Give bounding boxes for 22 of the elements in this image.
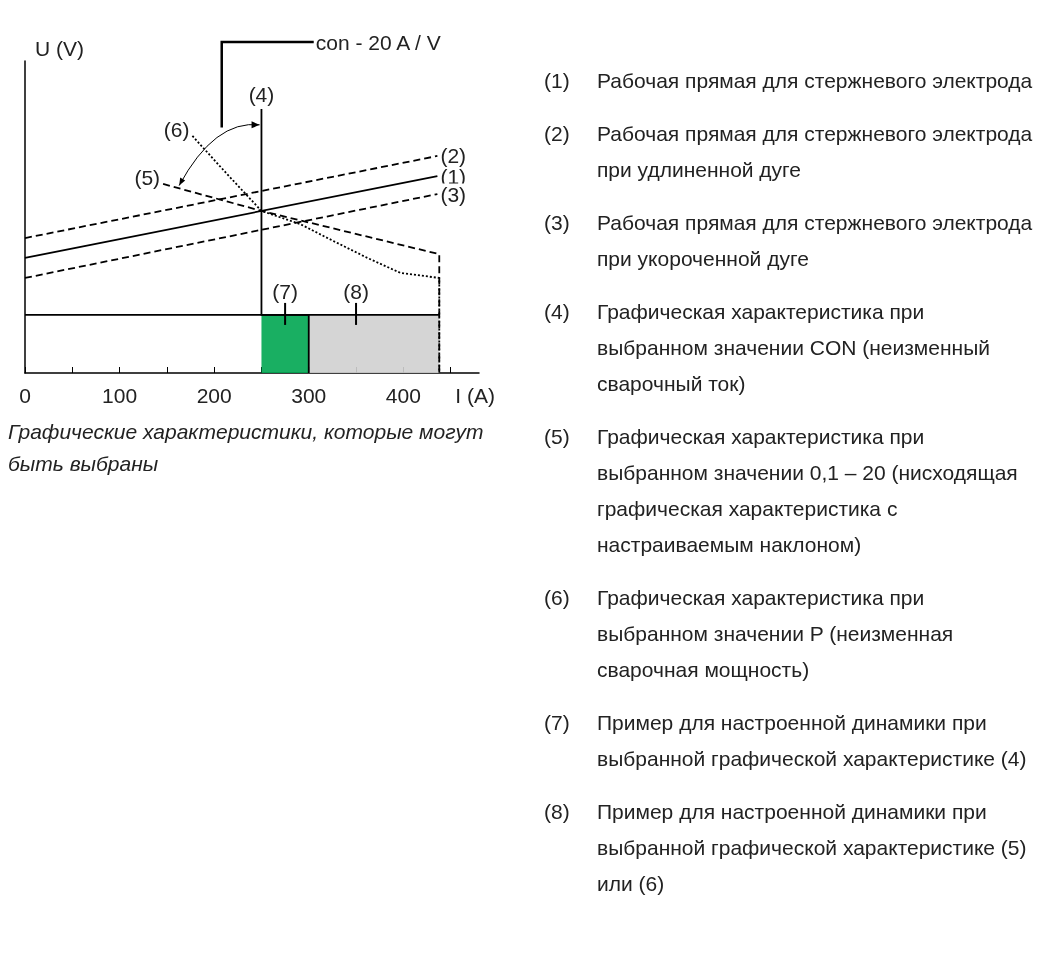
text: (8) Пример для настроенной динамики при выбранной графической характеристике (5) или (6)	[544, 800, 1027, 895]
x-tick-label: 400	[385, 384, 421, 407]
annotation: (5)	[134, 166, 161, 190]
x-axis-title: I (A)	[455, 384, 495, 407]
text: con - 20 A / V	[315, 30, 441, 54]
annotation: (6)	[163, 118, 190, 142]
annotation: (8)	[343, 279, 369, 303]
text: (2) Рабочая прямая для стержневого электрода при удлиненной дуге	[544, 122, 1033, 181]
x-tick-label: 100	[102, 384, 138, 407]
text: (3) Рабочая прямая для стержневого электрода при укороченной дуге	[544, 211, 1033, 270]
text: (1) Рабочая прямая для стержневого электрода	[544, 69, 1033, 92]
text: (6) Графическая характеристика при выбранном значении P (неизменная сварочная мощность)	[544, 586, 954, 681]
x-tick-label: 0	[19, 384, 31, 407]
text: (7) Пример для настроенной динамики при выбранной графической характеристике (4)	[544, 711, 1027, 770]
x-tick-label: 200	[196, 384, 232, 407]
annotation: (7)	[272, 279, 298, 303]
text: (5) Графическая характеристика при выбранном значении 0,1 – 20 (нисходящая графическая характеристика с настраиваемым наклоном)	[544, 425, 1018, 556]
text: (4) Графическая характеристика при выбранном значении CON (неизменный сварочный ток)	[544, 300, 991, 395]
x-tick-label: 300	[291, 384, 327, 407]
annotation: (4)	[248, 83, 275, 106]
y-axis-title: U (V)	[35, 37, 84, 60]
text: Графические характеристики, которые могут быть выбраны	[8, 419, 485, 477]
